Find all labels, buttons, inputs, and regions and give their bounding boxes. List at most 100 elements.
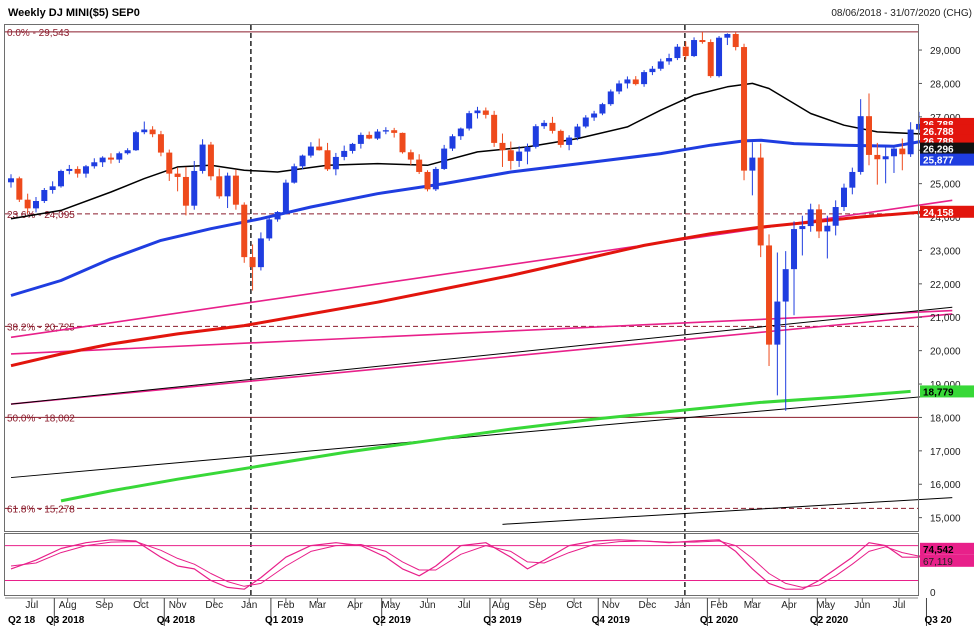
candle-body xyxy=(557,130,564,145)
osc-tag-label: 67,119 xyxy=(923,557,953,568)
osc-tag xyxy=(920,542,974,555)
candle-body xyxy=(49,186,56,190)
candle-body xyxy=(591,113,598,118)
candle-body xyxy=(307,146,314,156)
candle-body xyxy=(41,189,48,202)
candle-body xyxy=(316,146,323,151)
month-label: Oct xyxy=(133,600,149,611)
candle-body xyxy=(324,150,331,170)
month-label: Mar xyxy=(309,600,327,611)
candle-body xyxy=(907,129,914,155)
month-label: May xyxy=(816,600,835,611)
price-tick-label: 21,000 xyxy=(930,313,961,324)
price-panel-frame xyxy=(4,24,919,532)
month-label: Jan xyxy=(674,600,690,611)
month-label: Aug xyxy=(492,600,510,611)
price-tag-label: 26,788 xyxy=(923,127,954,138)
candle-body xyxy=(541,122,548,127)
price-tick-label: 29,000 xyxy=(930,46,961,57)
price-tag-label: 25,877 xyxy=(923,156,954,167)
month-label: Jul xyxy=(458,600,471,611)
candle-body xyxy=(799,226,806,230)
candle-body xyxy=(91,162,98,167)
fib-level-label: 23.6% - 24,095 xyxy=(7,210,75,221)
candle-body xyxy=(507,150,514,161)
candle-body xyxy=(666,58,673,62)
candle-body xyxy=(182,176,189,206)
candle-body xyxy=(99,157,106,163)
candle-body xyxy=(749,157,756,171)
candle-body xyxy=(890,148,897,157)
quarter-label: Q2 2019 xyxy=(372,615,411,626)
trend-line xyxy=(10,309,953,355)
candle-body xyxy=(24,199,31,209)
trend-line xyxy=(10,393,953,479)
month-label: Jul xyxy=(893,600,906,611)
ma-green-line xyxy=(60,389,911,503)
price-tick-label: 23,000 xyxy=(930,246,961,257)
month-label: May xyxy=(381,600,400,611)
quarter-label: Q4 2019 xyxy=(592,615,631,626)
candle-body xyxy=(282,182,289,213)
candle-body xyxy=(199,144,206,171)
candle-body xyxy=(232,175,239,205)
candle-body xyxy=(699,40,706,43)
candle-body xyxy=(566,137,573,145)
candle-body xyxy=(457,128,464,137)
candle-body xyxy=(366,134,373,139)
candle-body xyxy=(474,110,481,114)
candle-body xyxy=(674,46,681,59)
price-tags: 26,78826,78826,78826,29625,87724,15818,7… xyxy=(920,117,974,398)
candle-body xyxy=(491,114,498,143)
candle-body xyxy=(341,150,348,157)
candle-body xyxy=(382,130,389,132)
fib-level-label: 0.0% - 29,543 xyxy=(7,28,70,39)
candle-body xyxy=(707,42,714,77)
candle-body xyxy=(632,79,639,85)
month-label: Mar xyxy=(744,600,762,611)
osc-k-line xyxy=(10,539,928,590)
candle-body xyxy=(116,153,123,160)
candle-body xyxy=(532,126,539,147)
trend-line xyxy=(502,497,953,525)
month-label: Apr xyxy=(347,600,363,611)
price-tick-label: 18,000 xyxy=(930,413,961,424)
price-tag-label: 24,158 xyxy=(923,208,954,219)
candle-body xyxy=(441,148,448,169)
quarter-label: Q2 18 xyxy=(8,615,36,626)
candle-body xyxy=(482,110,489,115)
osc-tick-label: 0 xyxy=(930,588,936,599)
candle-body xyxy=(774,301,781,345)
candle-body xyxy=(16,178,23,200)
candle-body xyxy=(332,156,339,170)
candle-body xyxy=(149,129,156,135)
candle-body xyxy=(32,201,39,209)
candle-body xyxy=(882,156,889,160)
candle-body xyxy=(166,152,173,174)
candle-body xyxy=(249,257,256,268)
candle-body xyxy=(416,159,423,172)
candle-body xyxy=(407,152,414,160)
candle-body xyxy=(841,187,847,208)
candle-body xyxy=(874,154,881,160)
price-tick-label: 15,000 xyxy=(930,514,961,525)
quarter-label: Q3 20 xyxy=(925,615,953,626)
candle-body xyxy=(657,61,664,69)
quarter-label: Q4 2018 xyxy=(157,615,196,626)
trend-line xyxy=(10,306,953,405)
price-tick-label: 22,000 xyxy=(930,280,961,291)
candle-body xyxy=(349,143,356,151)
time-axis: Jul Aug Sep Oct Nov Dec Jan Feb Mar Apr May Jun Jul A… xyxy=(5,597,953,626)
candle-body xyxy=(291,166,298,183)
price-tag-label: 18,779 xyxy=(923,387,954,398)
candle-body xyxy=(132,132,139,151)
candle-body xyxy=(616,83,623,92)
month-label: Aug xyxy=(59,600,77,611)
candle-body xyxy=(549,122,556,131)
candle-body xyxy=(857,116,864,172)
month-label: Jun xyxy=(854,600,870,611)
price-tag xyxy=(920,205,974,218)
quarter-label: Q1 2020 xyxy=(700,615,739,626)
